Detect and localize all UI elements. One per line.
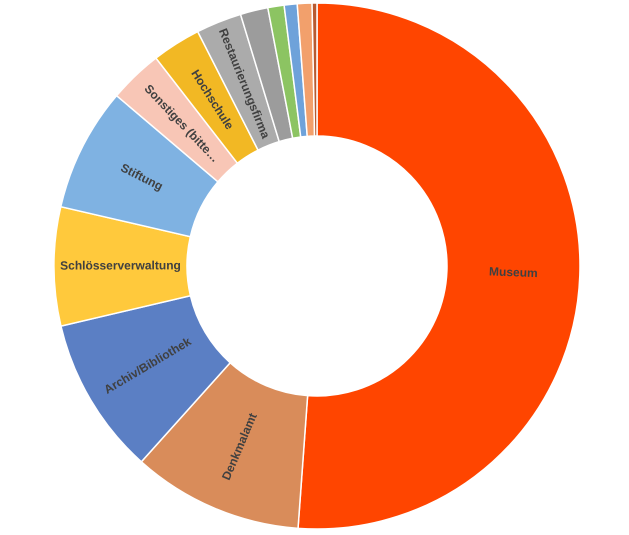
slice-label: Schlösserverwaltung <box>60 258 181 272</box>
donut-slice <box>311 2 318 137</box>
donut-slice <box>297 2 581 530</box>
slice-label: Museum <box>489 264 538 280</box>
